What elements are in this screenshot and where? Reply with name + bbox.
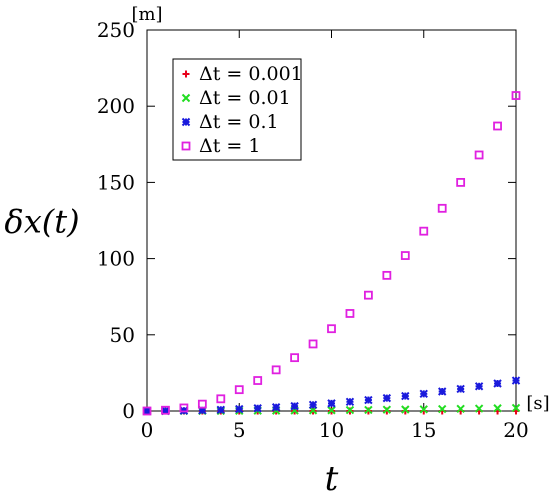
data-point: [345, 309, 355, 318]
data-point: [308, 400, 318, 410]
legend-entry: Δt = 1: [181, 135, 260, 157]
legend-entry: Δt = 0.1: [181, 111, 279, 133]
data-point: [493, 404, 502, 413]
legend-marker: [181, 117, 191, 127]
y-tick-label: 50: [110, 323, 135, 347]
data-point: [493, 121, 502, 131]
data-point: [456, 177, 466, 187]
x-tick-label: 0: [141, 418, 154, 442]
data-point: [437, 387, 447, 396]
data-point: [511, 91, 521, 100]
legend-marker: [182, 70, 190, 78]
data-point: [253, 376, 263, 385]
data-point: [216, 405, 226, 414]
data-point: [474, 150, 484, 160]
series-4: [142, 91, 521, 416]
data-point: [271, 365, 281, 375]
data-point: [419, 389, 428, 399]
data-point: [437, 203, 447, 213]
data-point: [253, 404, 262, 413]
y-tick-label: 150: [97, 170, 135, 194]
data-point: [382, 393, 392, 403]
data-point: [234, 385, 244, 395]
data-point: [419, 405, 428, 414]
data-point: [327, 324, 336, 334]
data-point: [363, 290, 373, 300]
y-tick-label: 200: [97, 94, 135, 118]
data-point: [401, 405, 410, 414]
data-point: [142, 406, 152, 416]
x-axis-title: t: [325, 459, 339, 499]
data-point: [271, 403, 281, 412]
data-point: [382, 405, 392, 414]
y-tick-label: 0: [122, 399, 135, 423]
legend-marker: [181, 141, 191, 151]
legend-box: [172, 58, 302, 161]
data-point: [400, 251, 410, 260]
legend-label: Δt = 1: [199, 135, 260, 157]
legend-label: Δt = 0.01: [199, 87, 291, 109]
data-point: [511, 403, 521, 413]
data-point: [235, 404, 244, 414]
data-point: [345, 405, 355, 415]
data-point: [364, 405, 373, 415]
data-point: [142, 406, 152, 416]
data-point: [474, 404, 484, 413]
data-point: [290, 353, 300, 363]
legend-label: Δt = 0.001: [199, 63, 303, 85]
x-tick-label: 10: [319, 418, 344, 442]
legend-entry: Δt = 0.001: [182, 63, 303, 85]
y-tick-label: 100: [97, 247, 135, 271]
data-point: [161, 405, 170, 415]
data-point: [308, 339, 318, 349]
y-tick-label: 250: [97, 18, 135, 42]
data-point: [474, 382, 484, 391]
x-tick-label: 5: [233, 418, 246, 442]
data-point: [419, 226, 429, 236]
data-point: [216, 394, 226, 404]
data-point: [179, 403, 189, 413]
data-point: [382, 270, 392, 280]
data-point: [290, 401, 299, 411]
data-point: [437, 404, 447, 414]
data-point: [197, 399, 207, 409]
data-point: [511, 376, 521, 385]
data-point: [345, 397, 355, 406]
data-point: [456, 384, 465, 394]
data-point: [327, 399, 336, 408]
legend-label: Δt = 0.1: [199, 111, 279, 133]
data-point: [456, 404, 465, 413]
legend-marker: [181, 93, 191, 103]
data-point: [364, 395, 373, 405]
x-tick-label: 20: [503, 418, 528, 442]
data-point: [401, 391, 410, 401]
y-axis-unit-label: [m]: [131, 4, 162, 25]
data-marks: [142, 91, 521, 416]
data-point: [493, 379, 502, 388]
legend-entry: Δt = 0.01: [181, 87, 291, 109]
y-axis-title: δx(t): [4, 203, 79, 241]
data-point: [327, 406, 336, 415]
x-axis-unit-label: [s]: [526, 393, 549, 414]
x-tick-label: 15: [411, 418, 436, 442]
